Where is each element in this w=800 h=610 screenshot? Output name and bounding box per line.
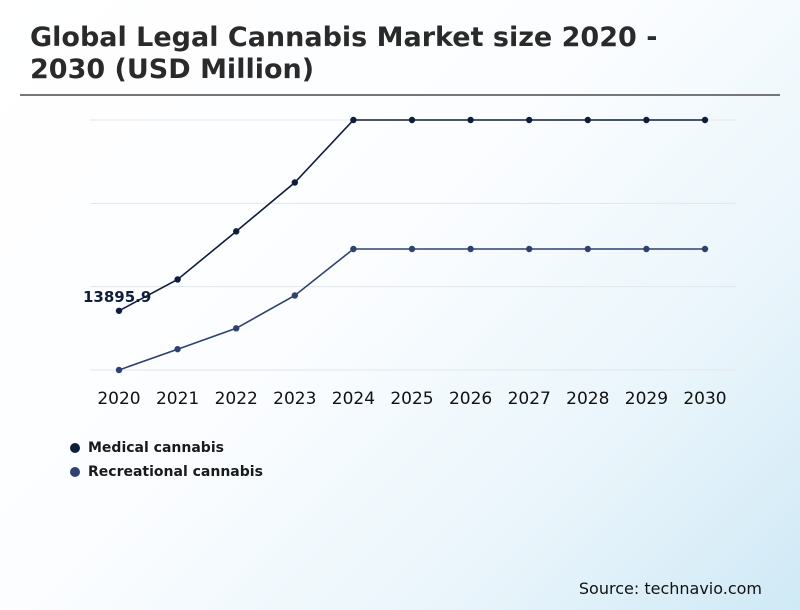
x-tick-label: 2024 — [332, 389, 375, 409]
data-point-medical — [233, 228, 240, 235]
x-tick-label: 2025 — [390, 389, 433, 409]
data-point-recreational — [584, 245, 591, 253]
legend-dot-recreational — [70, 467, 80, 477]
data-point-medical — [526, 116, 533, 124]
source-credit: Source: technavio.com — [578, 579, 762, 598]
data-point-recreational — [467, 245, 474, 253]
data-point-medical — [291, 179, 298, 186]
x-tick-label: 2029 — [625, 389, 668, 409]
data-point-medical — [350, 116, 357, 124]
data-point-recreational — [350, 245, 357, 253]
series-line-medical — [118, 119, 705, 312]
x-tick-label: 2021 — [156, 389, 199, 409]
data-point-medical — [584, 116, 591, 124]
legend-label-medical: Medical cannabis — [88, 440, 224, 456]
data-point-medical — [115, 307, 123, 314]
legend-label-recreational: Recreational cannabis — [88, 464, 263, 480]
data-point-medical — [174, 276, 181, 283]
x-tick-label: 2027 — [508, 389, 551, 409]
x-tick-label: 2026 — [449, 389, 492, 409]
data-point-recreational — [701, 245, 709, 253]
x-tick-label: 2022 — [215, 389, 258, 409]
data-point-recreational — [408, 245, 416, 253]
data-point-medical — [467, 116, 474, 124]
data-point-recreational — [643, 245, 650, 253]
data-point-recreational — [115, 366, 123, 374]
chart-title: Global Legal Cannabis Market size 2020 -… — [30, 22, 658, 85]
data-label: 13895.9 — [83, 288, 151, 306]
title-divider — [20, 94, 780, 96]
data-point-recreational — [526, 245, 533, 253]
data-point-medical — [408, 116, 416, 124]
x-tick-label: 2020 — [97, 389, 140, 409]
series-line-recreational — [118, 248, 705, 371]
x-tick-label: 2028 — [566, 389, 609, 409]
x-tick-label: 2030 — [683, 389, 726, 409]
data-point-medical — [701, 116, 709, 124]
legend-dot-medical — [70, 443, 80, 453]
line-chart: 2020 2021 2022 2023 2024 2025 2026 2027 2028 2029… — [83, 116, 736, 409]
legend-item-medical: Medical cannabis — [70, 436, 263, 460]
data-point-recreational — [233, 325, 240, 332]
legend: Medical cannabis Recreational cannabis — [70, 436, 263, 484]
x-tick-label: 2023 — [273, 389, 316, 409]
data-point-medical — [643, 116, 650, 124]
data-point-recreational — [174, 345, 181, 353]
data-point-recreational — [291, 292, 298, 299]
legend-item-recreational: Recreational cannabis — [70, 460, 263, 484]
